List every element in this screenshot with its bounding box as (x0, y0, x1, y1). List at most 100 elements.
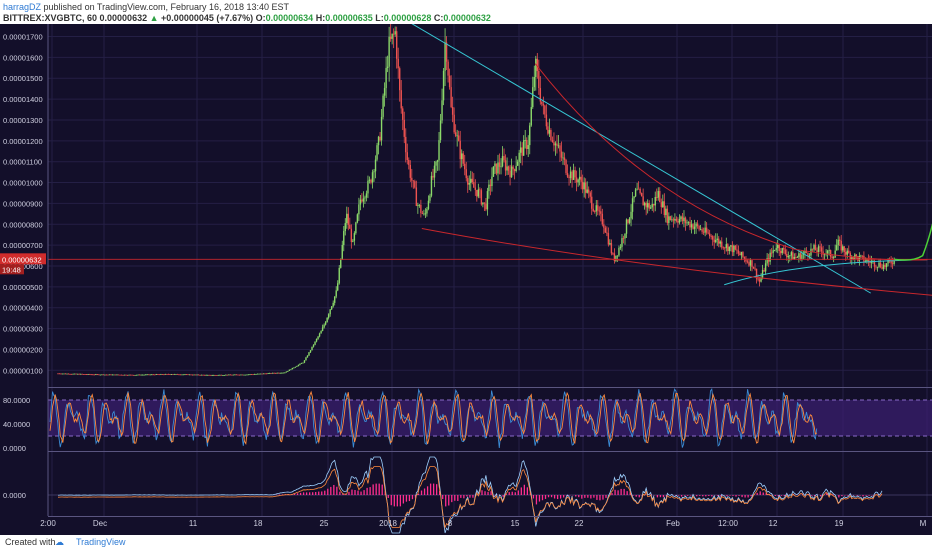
candle-body (104, 374, 106, 376)
candle-body (769, 252, 771, 262)
countdown-tag-bg (0, 264, 24, 275)
oscillator-bar (777, 495, 780, 497)
candle-body (344, 223, 346, 232)
candle-body (811, 248, 814, 250)
candle-body (175, 374, 177, 375)
candle-body (509, 170, 511, 178)
candle-body (217, 374, 219, 376)
oscillator-bar (614, 489, 616, 495)
candle-body (309, 350, 312, 353)
oscillator-bar (750, 495, 752, 497)
oscillator-bar (868, 495, 870, 496)
oscillator-bar (717, 495, 719, 497)
candle-body (542, 104, 545, 106)
candle-body (225, 374, 227, 376)
candle-body (294, 366, 297, 368)
candle-body (92, 374, 94, 376)
candle-body (792, 252, 794, 260)
candle-body (102, 374, 105, 376)
oscillator-bar (345, 493, 347, 495)
candle-body (448, 75, 451, 88)
candle-body (707, 232, 709, 234)
candle-body (210, 374, 212, 376)
candle-body (179, 374, 182, 376)
created-with-label: Created with (5, 537, 56, 547)
candle-body (609, 243, 611, 245)
candle-body (278, 372, 280, 374)
candle-body (727, 244, 729, 252)
candle-body (424, 213, 427, 215)
candle-body (560, 151, 563, 158)
candle-body (450, 87, 452, 107)
candle-body (312, 344, 315, 347)
candle-body (849, 253, 851, 260)
candle-body (819, 246, 821, 248)
candle-body (453, 114, 455, 133)
candle-body (144, 374, 147, 376)
candle-body (135, 374, 138, 376)
candle-body (126, 374, 129, 376)
candle-body (137, 374, 139, 376)
candle-body (822, 251, 824, 255)
candle-body (893, 258, 895, 264)
tradingview-brand-link[interactable]: TradingView (76, 537, 126, 547)
oscillator-bar (502, 495, 504, 497)
author-link[interactable]: harragDZ (3, 2, 42, 12)
oscillator-bar (336, 486, 338, 495)
candle-body (394, 31, 396, 35)
time-tick-label: 8 (448, 519, 453, 528)
oscillator-bar (620, 488, 622, 495)
candle-body (160, 374, 162, 375)
oscillator-bar (517, 490, 519, 495)
price-tick-label: 0.00001400 (3, 95, 43, 104)
price-tick-label: 0.00000100 (3, 366, 43, 375)
time-axis[interactable]: 2:00 Dec 11 18 25 2018 8 15 22 Feb 12:00 12 19 M (40, 519, 926, 528)
oscillator-bar (690, 495, 692, 496)
candle-body (612, 253, 614, 255)
candle-body (578, 176, 581, 180)
oscillator-bar (587, 495, 589, 498)
trendline-support-cyan (724, 259, 928, 286)
candle-body (814, 244, 817, 251)
candle-body (143, 374, 145, 376)
oscillator-bar (348, 491, 350, 495)
candle-body (399, 68, 401, 91)
candle-body (828, 250, 830, 251)
candle-body (622, 238, 625, 239)
candle-body (832, 257, 835, 259)
time-tick-label: 2:00 (40, 519, 56, 528)
close-value: 0.00000632 (443, 13, 491, 23)
price-tick-label: 0.00001200 (3, 137, 43, 146)
candle-body (595, 205, 597, 212)
candle-body (190, 374, 192, 376)
stochastic-tick-label: 80.0000 (3, 396, 30, 405)
candle-body (213, 374, 215, 376)
candle-body (530, 107, 532, 126)
price-tick-label: 0.00001700 (3, 33, 43, 42)
candle-body (628, 218, 631, 223)
candle-body (690, 224, 693, 228)
candle-body (645, 202, 647, 208)
oscillator-bar (635, 495, 637, 497)
candle-body (494, 163, 496, 167)
price-tick-label: 0.00000500 (3, 283, 43, 292)
candle-body (491, 176, 493, 187)
candle-body (597, 205, 599, 211)
candle-body (526, 140, 528, 150)
oscillator-bar (659, 495, 662, 498)
footer: Created with ☁ TradingView (0, 535, 932, 550)
candle-body (781, 248, 783, 254)
chart-canvas[interactable]: 0.00001700 0.00001600 0.00001500 0.00001400… (0, 24, 932, 535)
candle-body (503, 156, 505, 161)
candle-body (843, 246, 845, 252)
close-label: C: (433, 13, 444, 23)
candle-body (777, 244, 779, 249)
candle-body (866, 259, 868, 262)
candle-body (562, 157, 564, 159)
candle-body (672, 219, 675, 221)
candlestick-series (57, 24, 895, 376)
candle-body (389, 36, 392, 39)
candle-body (515, 165, 517, 172)
candle-body (211, 375, 213, 376)
candle-body (716, 238, 718, 240)
